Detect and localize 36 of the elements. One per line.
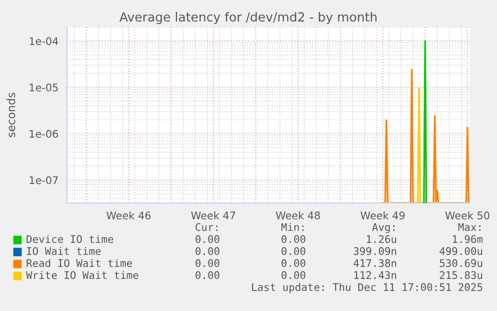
legend-label: Read IO Wait time bbox=[26, 258, 132, 268]
text: 499.00u bbox=[440, 247, 482, 256]
text: 1.96m bbox=[452, 235, 483, 244]
y-tick-label: 1e-06 bbox=[30, 130, 58, 138]
y-tick-label: 1e-05 bbox=[30, 84, 58, 92]
x-tick-label: Week 48 bbox=[276, 211, 320, 220]
legend-label: Write IO Wait time bbox=[26, 270, 138, 280]
text: 0.00 bbox=[282, 259, 306, 268]
x-tick-label: Week 47 bbox=[191, 211, 236, 220]
text: 0.00 bbox=[196, 247, 220, 256]
text: 417.38n bbox=[354, 259, 396, 268]
text: Max: bbox=[458, 223, 480, 232]
legend-label: Device IO time bbox=[26, 234, 114, 244]
x-tick-label: Week 49 bbox=[360, 211, 405, 220]
text: 0.00 bbox=[282, 247, 306, 256]
text: Min: bbox=[281, 222, 304, 231]
text: Avg: bbox=[372, 223, 394, 234]
legend-label: IO Wait time bbox=[27, 246, 101, 256]
y-axis-title: seconds bbox=[6, 92, 16, 138]
text: 215.83u bbox=[440, 271, 482, 280]
y-tick-label: 1e-07 bbox=[30, 176, 58, 184]
text: Last update: Thu Dec 11 17:00:51 2025 bbox=[252, 282, 482, 294]
x-tick-label: Week 46 bbox=[106, 211, 151, 220]
y-tick-label: 1e-04 bbox=[30, 37, 58, 46]
text: 1.26u bbox=[366, 235, 396, 244]
text: 530.69u bbox=[440, 259, 482, 268]
x-tick-label: Week 50 bbox=[445, 211, 490, 220]
text: 0.00 bbox=[282, 271, 306, 280]
text: 0.00 bbox=[196, 235, 220, 244]
text: 112.43n bbox=[354, 271, 396, 280]
text: 0.00 bbox=[282, 235, 306, 244]
text: 0.00 bbox=[196, 271, 220, 280]
text: Cur: bbox=[196, 223, 218, 232]
chart-title: Average latency for /dev/md2 - by month bbox=[120, 12, 377, 24]
text: 399.09n bbox=[354, 247, 396, 256]
text: 0.00 bbox=[196, 259, 220, 268]
